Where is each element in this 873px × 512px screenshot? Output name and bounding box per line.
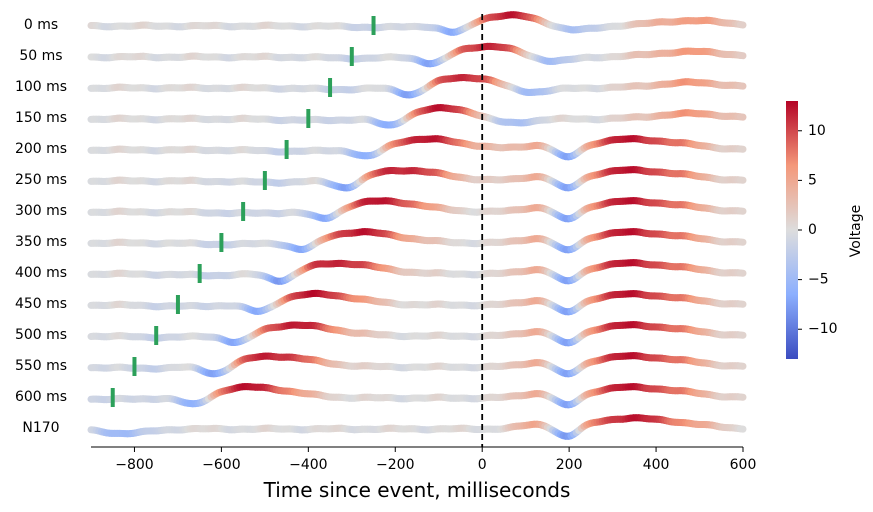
x-tick-label: 400 — [643, 457, 670, 473]
colorbar-title: Voltage — [848, 205, 864, 258]
colorbar-tick-label: 5 — [808, 172, 817, 188]
trace-300-ms — [87, 197, 747, 223]
row-label: N170 — [22, 420, 59, 436]
x-tick-label: 0 — [478, 457, 487, 473]
x-tick-label: 200 — [556, 457, 583, 473]
row-label: 400 ms — [15, 265, 67, 281]
trace-150-ms — [87, 104, 747, 129]
row-label: 600 ms — [15, 389, 67, 405]
x-tick-label: −200 — [376, 457, 414, 473]
row-label: 150 ms — [15, 110, 67, 126]
colorbar-gradient — [786, 101, 798, 359]
trace-400-ms — [87, 259, 747, 285]
trace-550-ms — [87, 352, 747, 378]
trace-50-ms — [87, 42, 747, 68]
traces-layer — [87, 11, 747, 440]
colorbar-ticks: 10 5 0 −5 −10 — [798, 123, 838, 337]
colorbar-tick-label: 0 — [808, 222, 817, 238]
trace-200-ms — [87, 135, 747, 161]
row-label: 450 ms — [15, 296, 67, 312]
x-tick-label: −800 — [115, 457, 153, 473]
markers-layer — [110, 16, 376, 407]
colorbar-tick-label: −5 — [808, 272, 829, 288]
x-ticks: −800 −600 −400 −200 0 200 400 600 — [115, 447, 756, 473]
trace-450-ms — [87, 289, 747, 316]
trace-500-ms — [87, 321, 747, 347]
trace-100-ms — [87, 74, 747, 99]
row-label: 100 ms — [15, 79, 67, 95]
row-label: 0 ms — [24, 17, 58, 33]
colorbar-tick-label: 10 — [808, 123, 826, 139]
x-axis: −800 −600 −400 −200 0 200 400 600 — [91, 446, 756, 473]
row-label: 300 ms — [15, 203, 67, 219]
row-label: 50 ms — [19, 48, 62, 64]
row-label: 550 ms — [15, 358, 67, 374]
row-label: 250 ms — [15, 172, 67, 188]
colorbar-tick-label: −10 — [808, 321, 838, 337]
row-label: 200 ms — [15, 141, 67, 157]
trace-350-ms — [87, 228, 747, 254]
trace-n170 — [87, 414, 747, 440]
trace-600-ms — [87, 383, 747, 409]
row-labels: 0 ms 50 ms 100 ms 150 ms 200 ms 250 ms 300 ms 3… — [15, 17, 67, 436]
row-label: 500 ms — [15, 327, 67, 343]
trace-0-ms — [87, 11, 747, 36]
x-tick-label: −600 — [202, 457, 240, 473]
row-label: 350 ms — [15, 234, 67, 250]
colorbar: 10 5 0 −5 −10 Voltage — [786, 101, 864, 359]
x-tick-label: −400 — [289, 457, 327, 473]
x-tick-label: 600 — [730, 457, 757, 473]
x-axis-title: Time since event, milliseconds — [263, 478, 571, 502]
trace-250-ms — [87, 166, 747, 192]
